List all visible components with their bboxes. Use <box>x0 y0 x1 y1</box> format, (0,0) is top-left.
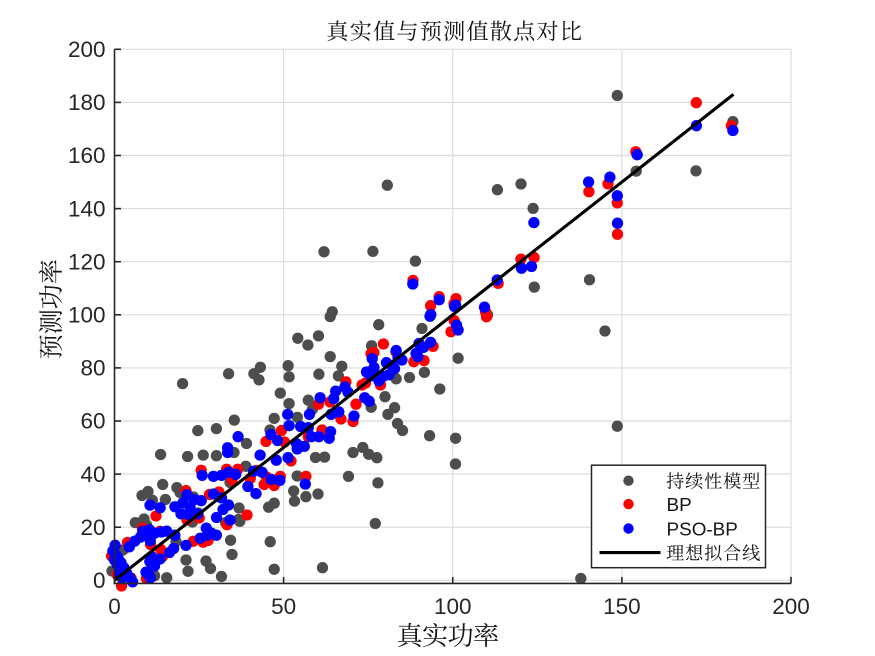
svg-text:100: 100 <box>434 594 472 619</box>
svg-text:60: 60 <box>80 409 105 434</box>
svg-text:200: 200 <box>68 37 106 62</box>
svg-text:80: 80 <box>80 356 105 381</box>
svg-text:140: 140 <box>68 196 106 221</box>
svg-text:BP: BP <box>667 495 692 516</box>
svg-text:0: 0 <box>93 568 106 593</box>
svg-text:40: 40 <box>80 462 105 487</box>
svg-text:100: 100 <box>68 303 106 328</box>
svg-text:180: 180 <box>68 90 106 115</box>
svg-text:200: 200 <box>772 594 810 619</box>
svg-text:150: 150 <box>603 594 641 619</box>
svg-text:0: 0 <box>108 594 121 619</box>
svg-text:50: 50 <box>271 594 296 619</box>
svg-text:PSO-BP: PSO-BP <box>667 519 738 540</box>
svg-text:20: 20 <box>80 515 105 540</box>
svg-text:160: 160 <box>68 143 106 168</box>
svg-text:120: 120 <box>68 249 106 274</box>
